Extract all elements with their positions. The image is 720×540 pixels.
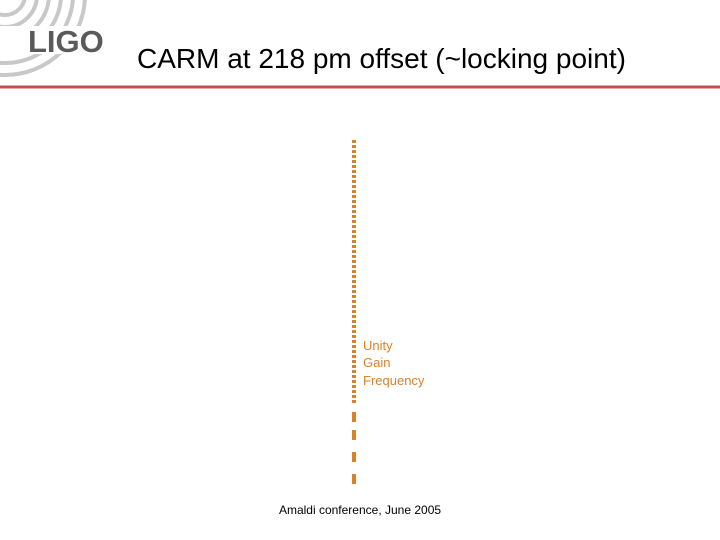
logo-backdrop xyxy=(0,26,112,54)
annotation: Unity Gain Frequency xyxy=(363,338,425,388)
annotation-line: Unity xyxy=(363,338,393,353)
footer: Amaldi conference, June 2005 xyxy=(279,503,441,517)
logo: LIGO xyxy=(28,24,104,59)
annotation-line: Frequency xyxy=(363,373,425,388)
slide-title: CARM at 218 pm offset (~locking point) xyxy=(137,43,626,74)
annotation-line: Gain xyxy=(363,355,390,370)
